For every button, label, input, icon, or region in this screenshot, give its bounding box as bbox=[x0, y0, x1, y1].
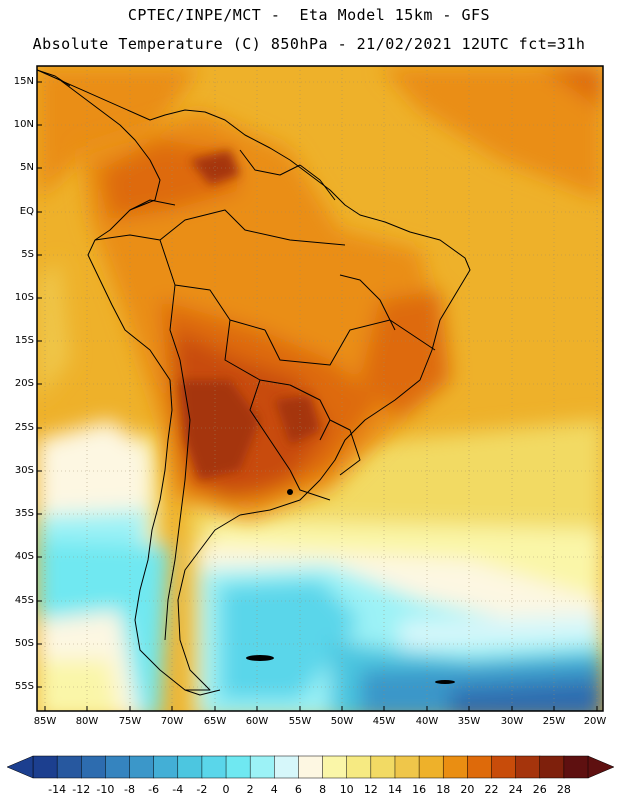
colorbar-label: 24 bbox=[508, 783, 523, 796]
lat-label: 55S bbox=[14, 681, 34, 692]
lon-label: 60W bbox=[245, 716, 269, 727]
axis-ticks bbox=[37, 81, 598, 711]
colorbar-label: 14 bbox=[387, 783, 402, 796]
lat-label: 5S bbox=[21, 249, 34, 260]
colorbar-swatch bbox=[418, 755, 444, 779]
lon-label: 55W bbox=[288, 716, 312, 727]
colorbar-max-arrow bbox=[587, 755, 615, 779]
lon-label: 30W bbox=[500, 716, 524, 727]
lon-label: 85W bbox=[33, 716, 57, 727]
colorbar-swatch bbox=[249, 755, 275, 779]
lon-label: 65W bbox=[203, 716, 227, 727]
lat-label: EQ bbox=[19, 206, 34, 217]
islands bbox=[246, 489, 455, 684]
colorbar-label: 6 bbox=[294, 783, 302, 796]
lat-label: 25S bbox=[14, 422, 34, 433]
colorbar-label: 26 bbox=[532, 783, 547, 796]
colorbar-label: -14 bbox=[48, 783, 67, 796]
colorbar-swatch bbox=[467, 755, 493, 779]
colorbar-swatch bbox=[370, 755, 396, 779]
lon-label: 80W bbox=[75, 716, 99, 727]
lat-label: 5N bbox=[20, 162, 34, 173]
chart-title-line2: Absolute Temperature (C) 850hPa - 21/02/… bbox=[32, 35, 586, 53]
colorbar bbox=[6, 755, 615, 779]
lon-label: 75W bbox=[118, 716, 142, 727]
lon-label: 25W bbox=[542, 716, 566, 727]
lon-label: 45W bbox=[372, 716, 396, 727]
colorbar-swatch bbox=[201, 755, 227, 779]
colorbar-swatch bbox=[322, 755, 348, 779]
colorbar-swatch bbox=[539, 755, 565, 779]
lat-label: 45S bbox=[14, 595, 34, 606]
colorbar-swatch bbox=[394, 755, 420, 779]
lon-label: 40W bbox=[415, 716, 439, 727]
lon-label: 20W bbox=[583, 716, 607, 727]
colorbar-label: -2 bbox=[196, 783, 208, 796]
colorbar-label: -4 bbox=[172, 783, 184, 796]
colorbar-swatch bbox=[81, 755, 106, 779]
lon-label: 70W bbox=[160, 716, 184, 727]
colorbar-label: 2 bbox=[246, 783, 254, 796]
colorbar-swatch bbox=[105, 755, 131, 779]
colorbar-swatch bbox=[274, 755, 299, 779]
colorbar-label: 10 bbox=[339, 783, 354, 796]
lat-label: 20S bbox=[14, 378, 34, 389]
colorbar-min-arrow bbox=[6, 755, 34, 779]
colorbar-label: 0 bbox=[222, 783, 230, 796]
colorbar-label: 28 bbox=[556, 783, 571, 796]
map-frame bbox=[36, 65, 604, 712]
colorbar-label: -12 bbox=[72, 783, 91, 796]
lat-label: 50S bbox=[14, 638, 34, 649]
colorbar-swatch bbox=[346, 755, 372, 779]
colorbar-label: 12 bbox=[363, 783, 378, 796]
colorbar-label: 20 bbox=[460, 783, 475, 796]
lat-label: 15S bbox=[14, 335, 34, 346]
colorbar-label: 16 bbox=[412, 783, 427, 796]
colorbar-swatch bbox=[129, 755, 155, 779]
colorbar-label: -10 bbox=[96, 783, 115, 796]
colorbar-label: 18 bbox=[436, 783, 451, 796]
coastline bbox=[37, 69, 471, 696]
colorbar-swatch bbox=[56, 755, 82, 779]
lat-label: 40S bbox=[14, 551, 34, 562]
colorbar-swatch bbox=[298, 755, 324, 779]
lat-label: 15N bbox=[13, 76, 34, 87]
colorbar-swatch bbox=[32, 755, 58, 779]
colorbar-swatch bbox=[177, 755, 203, 779]
lon-label: 50W bbox=[330, 716, 354, 727]
lat-label: 30S bbox=[14, 465, 34, 476]
colorbar-label: 22 bbox=[484, 783, 499, 796]
colorbar-swatch bbox=[491, 755, 517, 779]
temperature-field bbox=[37, 66, 603, 711]
lat-label: 35S bbox=[14, 508, 34, 519]
lon-label: 35W bbox=[457, 716, 481, 727]
colorbar-label: 8 bbox=[319, 783, 327, 796]
colorbar-label: -8 bbox=[124, 783, 135, 796]
colorbar-swatch bbox=[225, 755, 251, 779]
colorbar-label: 4 bbox=[270, 783, 278, 796]
colorbar-swatch bbox=[153, 755, 179, 779]
chart-title-line1: CPTEC/INPE/MCT - Eta Model 15km - GFS bbox=[127, 6, 491, 24]
colorbar-swatch bbox=[563, 755, 589, 779]
lat-label: 10N bbox=[13, 119, 34, 130]
lat-label: 10S bbox=[14, 292, 34, 303]
colorbar-label: -6 bbox=[148, 783, 160, 796]
colorbar-swatch bbox=[515, 755, 541, 779]
colorbar-swatch bbox=[442, 755, 468, 779]
